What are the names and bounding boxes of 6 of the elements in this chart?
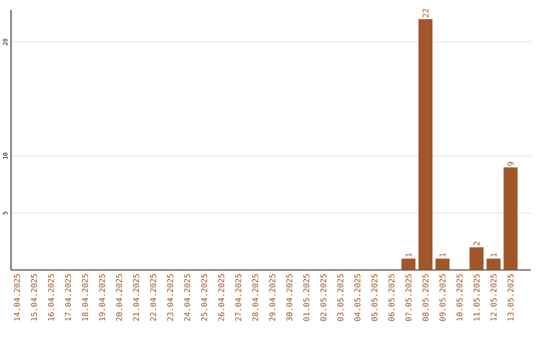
bar (435, 258, 450, 270)
bar (486, 258, 501, 270)
bar (504, 167, 518, 270)
bar (418, 19, 432, 270)
bar (470, 247, 484, 270)
bar (401, 258, 416, 270)
